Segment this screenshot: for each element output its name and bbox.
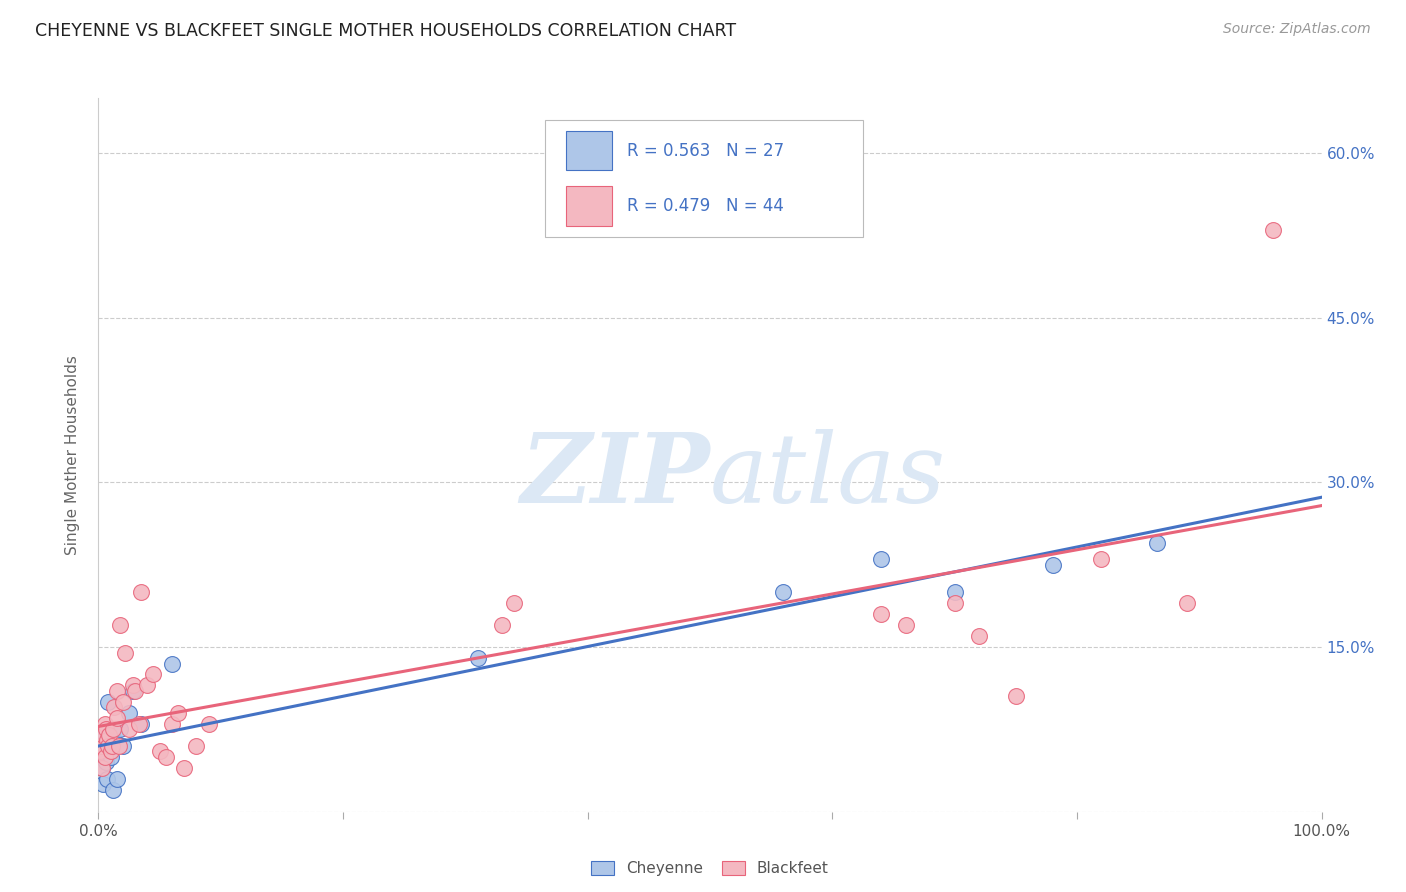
Point <box>870 552 893 566</box>
Point <box>93 728 115 742</box>
Point <box>149 744 172 758</box>
Point <box>114 646 136 660</box>
FancyBboxPatch shape <box>565 131 612 170</box>
Point <box>91 728 114 742</box>
Point <box>136 678 159 692</box>
Point <box>110 618 132 632</box>
Point <box>91 739 114 753</box>
Point <box>98 728 121 742</box>
Point <box>90 749 112 764</box>
Point <box>142 667 165 681</box>
Point <box>93 749 115 764</box>
Point <box>89 744 111 758</box>
Point <box>1090 552 1112 566</box>
Point <box>93 744 115 758</box>
Point <box>96 772 118 786</box>
Point <box>160 657 183 671</box>
Point <box>105 772 128 786</box>
Point <box>121 678 143 692</box>
Y-axis label: Single Mother Households: Single Mother Households <box>65 355 80 555</box>
Point <box>943 585 966 599</box>
Point <box>1261 223 1284 237</box>
Point <box>1175 596 1198 610</box>
Point <box>111 739 134 753</box>
Point <box>105 684 128 698</box>
Point <box>173 761 195 775</box>
Point <box>467 651 489 665</box>
Point <box>100 744 122 758</box>
Point <box>121 684 143 698</box>
Point <box>94 756 117 770</box>
Point <box>108 739 131 753</box>
Point <box>98 728 121 742</box>
Text: R = 0.563   N = 27: R = 0.563 N = 27 <box>627 142 785 160</box>
Point <box>96 733 118 747</box>
Point <box>90 739 112 753</box>
Text: atlas: atlas <box>710 429 946 524</box>
Text: CHEYENNE VS BLACKFEET SINGLE MOTHER HOUSEHOLDS CORRELATION CHART: CHEYENNE VS BLACKFEET SINGLE MOTHER HOUS… <box>35 22 737 40</box>
FancyBboxPatch shape <box>565 186 612 226</box>
Point <box>101 739 124 753</box>
Point <box>772 585 794 599</box>
Point <box>105 711 128 725</box>
Point <box>94 723 117 737</box>
Text: R = 0.479   N = 44: R = 0.479 N = 44 <box>627 197 783 215</box>
Point <box>93 717 115 731</box>
Point <box>91 761 114 775</box>
Point <box>160 717 183 731</box>
Point <box>167 706 190 720</box>
Point <box>124 684 146 698</box>
Point <box>103 733 125 747</box>
Point <box>186 739 208 753</box>
Point <box>155 749 177 764</box>
Point <box>97 695 120 709</box>
Point <box>118 706 141 720</box>
Text: Source: ZipAtlas.com: Source: ZipAtlas.com <box>1223 22 1371 37</box>
Point <box>100 749 122 764</box>
Text: ZIP: ZIP <box>520 429 710 524</box>
Point <box>1146 535 1168 549</box>
Point <box>967 629 990 643</box>
Legend: Cheyenne, Blackfeet: Cheyenne, Blackfeet <box>585 855 835 882</box>
Point <box>943 596 966 610</box>
Point <box>129 717 152 731</box>
Point <box>491 618 513 632</box>
Point <box>118 723 141 737</box>
Point <box>101 782 124 797</box>
Point <box>91 777 114 791</box>
Point <box>91 761 114 775</box>
Point <box>129 585 152 599</box>
Point <box>101 723 124 737</box>
Point <box>503 596 526 610</box>
Point <box>128 717 150 731</box>
Point <box>97 739 120 753</box>
FancyBboxPatch shape <box>546 120 863 237</box>
Point <box>103 700 125 714</box>
Point <box>110 723 132 737</box>
Point <box>89 744 111 758</box>
Point <box>1042 558 1064 572</box>
Point <box>111 695 134 709</box>
Point <box>1004 690 1026 704</box>
Point <box>894 618 917 632</box>
Point <box>197 717 219 731</box>
Point <box>870 607 893 621</box>
